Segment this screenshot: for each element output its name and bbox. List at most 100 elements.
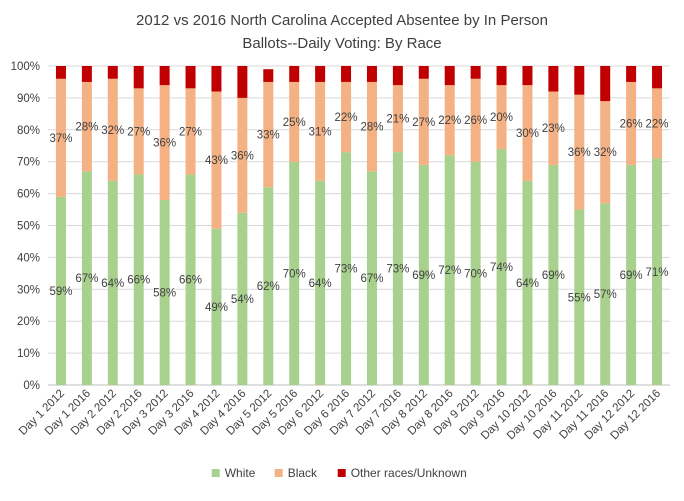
bar-segment-black: [522, 85, 533, 181]
data-label: 66%: [179, 275, 202, 287]
bar-segment-other-races-unknown: [470, 66, 481, 79]
data-label: 69%: [542, 270, 565, 282]
data-label: 31%: [309, 126, 332, 138]
chart-title-line-2: Ballots--Daily Voting: By Race: [242, 35, 441, 52]
bar-segment-black: [574, 94, 585, 210]
bar-segment-white: [159, 199, 170, 385]
bar-segment-white: [185, 174, 196, 385]
data-label: 59%: [49, 286, 72, 298]
data-label: 27%: [127, 126, 150, 138]
data-label: 73%: [335, 264, 358, 276]
bar-segment-black: [470, 78, 481, 162]
bar-segment-white: [81, 171, 92, 385]
bar-segment-white: [574, 209, 585, 385]
legend-swatch: [274, 469, 283, 477]
bar-segment-other-races-unknown: [289, 66, 300, 82]
bar-segment-black: [185, 88, 196, 175]
legend-item-black: Black: [274, 466, 318, 480]
legend: White Black Other races/Unknown: [211, 466, 467, 480]
data-label: 69%: [412, 270, 435, 282]
bar-segment-white: [626, 164, 637, 385]
bars: [55, 66, 663, 385]
bar-segment-white: [522, 180, 533, 385]
bar-segment-other-races-unknown: [263, 69, 274, 82]
y-tick-label: 60%: [17, 189, 40, 201]
data-label: 22%: [335, 112, 358, 124]
bar-segment-black: [626, 81, 637, 165]
y-tick-label: 90%: [17, 93, 40, 105]
data-label: 70%: [464, 268, 487, 280]
data-label: 73%: [386, 264, 409, 276]
bar-segment-black: [341, 81, 352, 153]
y-tick-label: 80%: [17, 125, 40, 137]
bar-segment-black: [600, 101, 611, 204]
data-label: 36%: [153, 138, 176, 150]
y-tick-label: 50%: [17, 221, 40, 233]
gridlines: [48, 65, 670, 386]
bar-segment-other-races-unknown: [211, 66, 222, 92]
bar-segment-black: [159, 85, 170, 200]
bar-segment-white: [55, 196, 66, 385]
bar-segment-black: [315, 81, 326, 181]
legend-swatch: [211, 469, 220, 477]
bar-segment-white: [548, 164, 559, 385]
bar-segment-white: [418, 164, 429, 385]
bar-segment-other-races-unknown: [107, 66, 118, 79]
data-label: 30%: [516, 128, 539, 140]
bar-segment-white: [366, 171, 377, 385]
y-tick-label: 10%: [17, 348, 40, 360]
data-label: 26%: [464, 115, 487, 127]
bar-segment-other-races-unknown: [81, 66, 92, 82]
chart-title-line-1: 2012 vs 2016 North Carolina Accepted Abs…: [136, 12, 548, 29]
bar-segment-other-races-unknown: [652, 66, 663, 89]
data-label: 27%: [412, 117, 435, 129]
data-label: 25%: [283, 117, 306, 129]
bar-segment-black: [496, 85, 507, 149]
bar-segment-other-races-unknown: [315, 66, 326, 82]
bar-segment-white: [392, 152, 403, 385]
data-label: 62%: [257, 281, 280, 293]
bar-segment-other-races-unknown: [626, 66, 637, 82]
data-label: 20%: [490, 112, 513, 124]
bar-segment-black: [392, 85, 403, 153]
bar-segment-black: [263, 81, 274, 188]
y-tick-label: 30%: [17, 284, 40, 296]
data-label: 57%: [594, 289, 617, 301]
y-axis-ticks: 0% 10% 20% 30% 40% 50% 60% 70% 80% 90% 100%: [11, 61, 40, 392]
data-label: 36%: [231, 150, 254, 162]
data-label: 22%: [438, 115, 461, 127]
bar-segment-other-races-unknown: [185, 66, 196, 89]
data-label: 23%: [542, 123, 565, 135]
bar-segment-white: [652, 158, 663, 385]
bar-segment-other-races-unknown: [522, 66, 533, 86]
data-label: 69%: [620, 270, 643, 282]
legend-item-white: White: [211, 466, 256, 480]
bar-segment-black: [81, 81, 92, 172]
data-label: 26%: [620, 118, 643, 130]
data-label: 72%: [438, 265, 461, 277]
bar-segment-other-races-unknown: [133, 66, 144, 89]
data-label: 37%: [49, 133, 72, 145]
data-label: 21%: [386, 114, 409, 126]
data-label: 64%: [309, 278, 332, 290]
bar-segment-white: [341, 152, 352, 385]
bar-segment-white: [263, 187, 274, 385]
data-label: 32%: [101, 125, 124, 137]
bar-segment-other-races-unknown: [418, 66, 429, 79]
data-label: 67%: [75, 273, 98, 285]
bar-segment-black: [652, 88, 663, 159]
legend-label: Black: [288, 466, 318, 480]
bar-segment-other-races-unknown: [237, 66, 248, 98]
bar-segment-white: [496, 148, 507, 385]
bar-segment-black: [444, 85, 455, 156]
data-label: 28%: [360, 122, 383, 134]
bar-segment-white: [237, 212, 248, 385]
data-label: 49%: [205, 302, 228, 314]
data-label: 67%: [360, 273, 383, 285]
data-label: 66%: [127, 275, 150, 287]
bar-segment-other-races-unknown: [159, 66, 170, 86]
bar-segment-black: [237, 97, 248, 213]
